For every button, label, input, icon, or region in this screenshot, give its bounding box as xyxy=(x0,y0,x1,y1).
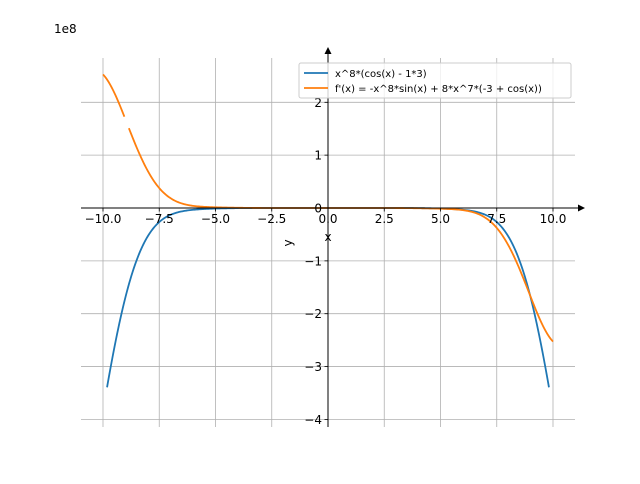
y-tick-label: −1 xyxy=(304,254,322,268)
x-tick-label: 7.5 xyxy=(487,212,506,226)
x-tick-label: −10.0 xyxy=(85,212,122,226)
y-tick-label: 2 xyxy=(314,96,322,110)
x-tick-label: 5.0 xyxy=(431,212,450,226)
x-tick-label: 0.0 xyxy=(318,212,337,226)
x-tick-label: −2.5 xyxy=(257,212,286,226)
offset-label: 1e8 xyxy=(54,22,77,36)
x-tick-label: 10.0 xyxy=(540,212,567,226)
legend-frame xyxy=(298,62,572,99)
y-tick-label: −4 xyxy=(304,413,322,427)
y-tick-label: 1 xyxy=(314,149,322,163)
y-axis-label: y xyxy=(281,239,295,246)
y-tick-label: −3 xyxy=(304,360,322,374)
x-tick-label: −7.5 xyxy=(145,212,174,226)
y-axis-arrow-icon xyxy=(324,47,332,54)
y-tick-label: −2 xyxy=(304,307,322,321)
legend-label-f: x^8*(cos(x) - 1*3) xyxy=(335,69,427,80)
x-tick-label: −5.0 xyxy=(201,212,230,226)
x-axis-label: x xyxy=(324,230,331,244)
legend-label-df: f'(x) = -x^8*sin(x) + 8*x^7*(-3 + cos(x)… xyxy=(335,84,542,95)
y-tick-label: 0 xyxy=(314,202,322,216)
ticks: −10.0 −7.5 −5.0 −2.5 0.0 2.5 5.0 7.5 10.0 −4 −3 −2 −… xyxy=(85,96,567,427)
x-axis-arrow-icon xyxy=(578,204,585,212)
x-tick-label: 2.5 xyxy=(375,212,394,226)
legend: x^8*(cos(x) - 1*3) f'(x) = -x^8*sin(x) +… xyxy=(298,62,572,99)
